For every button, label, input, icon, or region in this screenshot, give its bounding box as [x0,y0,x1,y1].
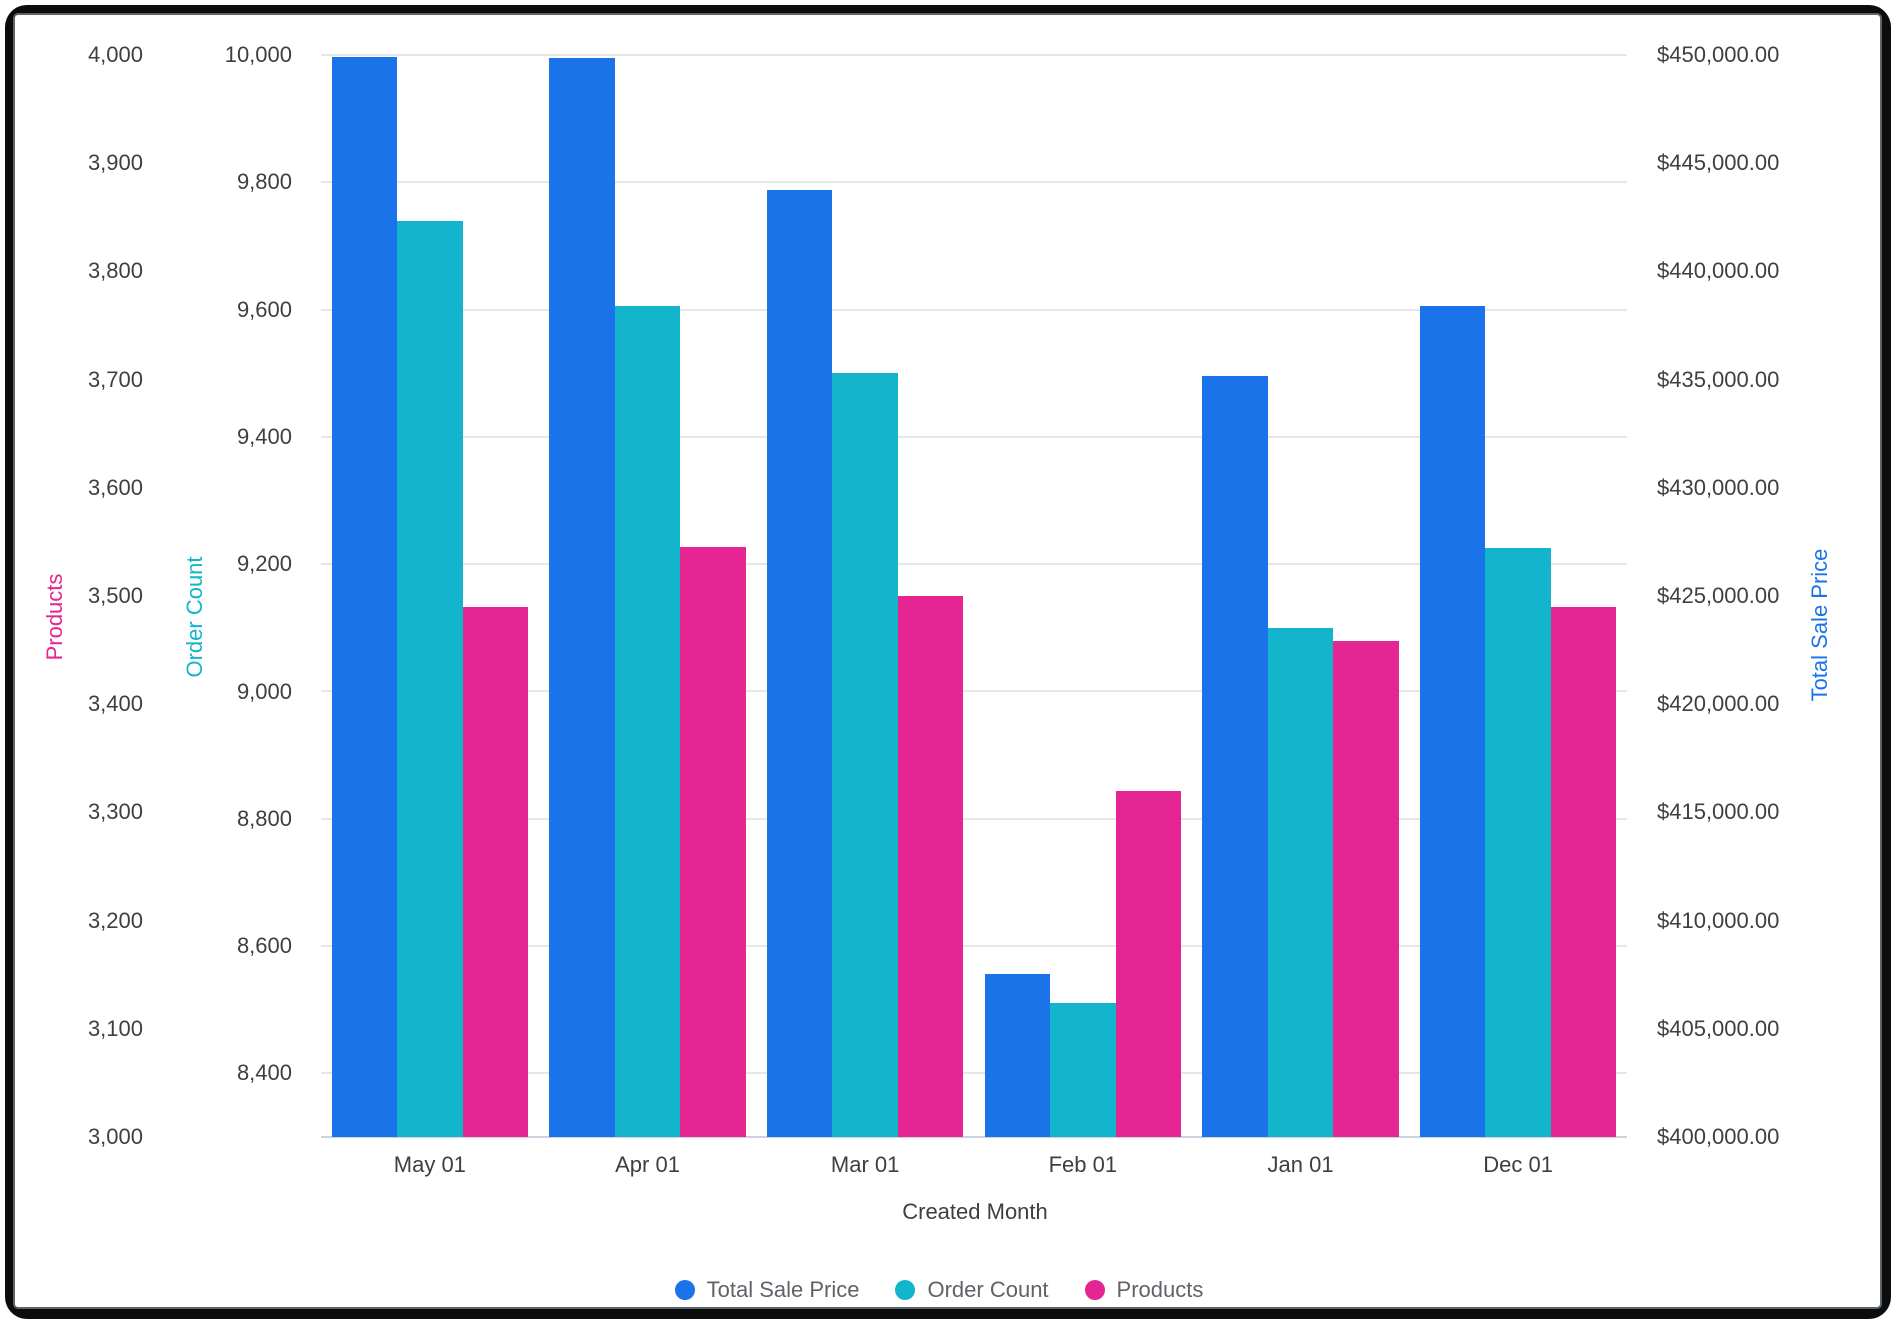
bar-total-sale-price-may-01[interactable] [331,57,398,1137]
legend-item: Order Count [895,1277,1049,1303]
legend-swatch-icon [1084,1280,1105,1300]
bar-total-sale-price-dec-01[interactable] [1419,306,1486,1137]
order-count-tick-label: 9,200 [236,551,292,577]
bar-order-count-dec-01[interactable] [1485,548,1551,1137]
x-tick-label: May 01 [393,1152,466,1177]
bar-order-count-may-01[interactable] [397,220,463,1137]
bar-order-count-jan-01[interactable] [1267,627,1334,1137]
products-tick-label: 3,200 [87,907,143,933]
gridline [321,945,1627,948]
total-sale-price-tick-label: $410,000.00 [1657,907,1780,933]
total-sale-price-tick-label: $435,000.00 [1657,366,1780,392]
products-tick-label: 3,500 [87,583,143,608]
total-sale-price-tick-label: $425,000.00 [1657,583,1780,608]
legend-label: Total Sale Price [706,1277,860,1302]
total-sale-price-tick-label: $400,000.00 [1657,1124,1780,1149]
legend-swatch-icon [895,1280,916,1300]
total-sale-price-tick-label: $420,000.00 [1657,691,1780,717]
order-count-tick-label: 9,600 [236,296,292,322]
products-tick-label: 3,000 [87,1124,143,1149]
x-tick-label: Apr 01 [615,1152,680,1177]
gridline [321,690,1627,693]
y-axis-title-products: Products [42,573,67,661]
products-tick-label: 3,600 [87,474,143,500]
order-count-tick-label: 9,000 [236,678,292,704]
products-tick-label: 4,000 [87,42,143,67]
order-count-tick-label: 8,800 [236,805,292,831]
legend-item: Products [1084,1277,1204,1303]
bar-order-count-feb-01[interactable] [1050,1003,1116,1137]
products-tick-label: 3,400 [87,691,143,717]
x-tick-label: Feb 01 [1048,1152,1118,1177]
order-count-tick-label: 10,000 [224,42,292,67]
gridline [321,817,1627,820]
order-count-tick-label: 9,800 [236,169,292,195]
gridline [321,54,1627,56]
bar-total-sale-price-jan-01[interactable] [1202,376,1268,1137]
legend: Total Sale Price Order Count Products [0,1276,1878,1304]
gridline [321,308,1627,311]
total-sale-price-tick-label: $415,000.00 [1657,799,1780,825]
products-tick-label: 3,100 [87,1015,143,1041]
gridline [321,563,1627,566]
total-sale-price-tick-label: $405,000.00 [1657,1015,1780,1041]
order-count-tick-label: 8,400 [236,1060,292,1086]
bar-products-jan-01[interactable] [1333,641,1399,1137]
x-tick-label: Dec 01 [1483,1152,1553,1177]
y-axis-title-order-count: Order Count [182,556,207,678]
legend-label: Order Count [927,1277,1049,1302]
bar-total-sale-price-apr-01[interactable] [549,58,615,1137]
order-count-tick-label: 8,600 [236,933,292,959]
total-sale-price-tick-label: $430,000.00 [1657,474,1780,500]
gridline [321,181,1627,184]
x-tick-label: Jan 01 [1267,1152,1334,1177]
gridline [321,435,1627,438]
bar-order-count-mar-01[interactable] [832,373,898,1137]
bar-order-count-apr-01[interactable] [614,306,681,1137]
order-count-tick-label: 9,400 [236,423,292,449]
total-sale-price-tick-label: $450,000.00 [1657,42,1780,67]
products-tick-label: 3,900 [87,150,143,176]
legend-label: Products [1116,1277,1204,1302]
x-axis-title: Created Month [902,1199,1048,1224]
gridline [321,1072,1627,1075]
products-tick-label: 3,700 [87,366,143,392]
bar-products-apr-01[interactable] [680,547,746,1137]
y-axis-title-total-sale-price: Total Sale Price [1807,548,1832,702]
bar-products-may-01[interactable] [462,606,529,1137]
total-sale-price-tick-label: $445,000.00 [1657,150,1780,176]
bar-total-sale-price-feb-01[interactable] [984,973,1051,1137]
x-tick-label: Mar 01 [830,1152,900,1177]
bar-products-dec-01[interactable] [1550,606,1617,1137]
products-tick-label: 3,800 [87,258,143,284]
legend-swatch-icon [674,1280,695,1300]
total-sale-price-tick-label: $440,000.00 [1657,258,1780,284]
bar-total-sale-price-mar-01[interactable] [766,190,833,1138]
products-tick-label: 3,300 [87,799,143,825]
bar-products-feb-01[interactable] [1115,790,1182,1137]
bar-products-mar-01[interactable] [897,596,964,1137]
legend-item: Total Sale Price [674,1277,860,1303]
x-axis-baseline [321,1136,1627,1138]
